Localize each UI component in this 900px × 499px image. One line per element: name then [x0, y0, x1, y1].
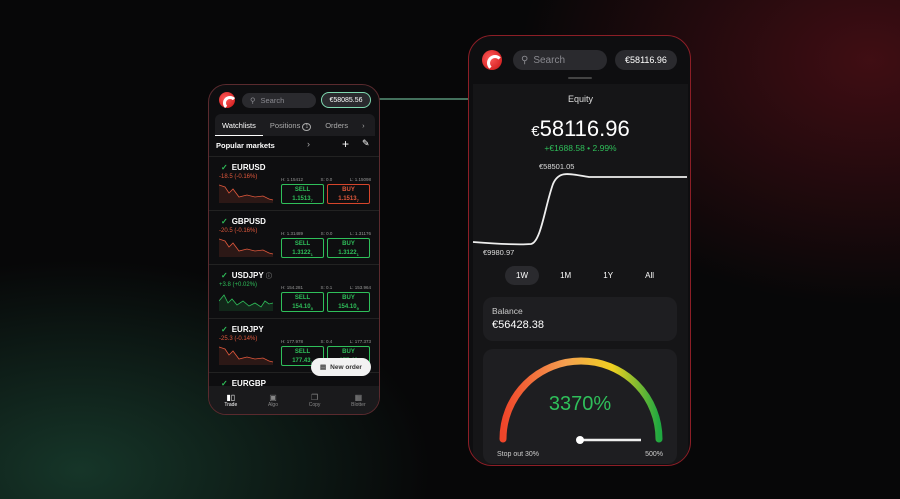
check-icon: ✓: [221, 163, 228, 172]
equity-change: +€1688.58 • 2.99%: [544, 143, 617, 153]
sell-button[interactable]: SELL 1.31221: [281, 238, 324, 258]
sell-button[interactable]: SELL 1.15137: [281, 184, 324, 204]
check-icon: ✓: [221, 217, 228, 226]
stop-out-label: Stop out 30%: [497, 451, 540, 458]
search-icon: ⚲: [521, 54, 529, 66]
sell-button[interactable]: SELL 154.108: [281, 292, 324, 312]
check-icon: ✓: [221, 325, 228, 334]
check-icon: ✓: [221, 271, 228, 280]
equity-value: €58116.96: [531, 116, 630, 141]
buy-button[interactable]: BUY 1.15137: [327, 184, 370, 204]
range-1y[interactable]: 1Y: [603, 271, 614, 280]
nav-copy[interactable]: ❐ Copy: [308, 392, 321, 408]
equity-pill[interactable]: €58085.56: [321, 92, 371, 108]
app-logo: [219, 92, 237, 110]
balance-card: Balance €56428.38: [483, 297, 677, 341]
plus-icon[interactable]: +: [342, 137, 350, 151]
chart-min-label: €9980.97: [483, 248, 515, 257]
tab-orders[interactable]: Orders: [325, 120, 349, 130]
chart-max-label: €58501.05: [539, 162, 575, 171]
search-icon: ⚲: [250, 96, 256, 105]
gauge-knob: [576, 436, 584, 444]
range-1w[interactable]: 1W: [505, 266, 539, 285]
pencil-icon[interactable]: ✎: [362, 138, 370, 148]
tab-positions[interactable]: Positions 1: [263, 121, 318, 131]
list-title[interactable]: Popular markets: [216, 141, 275, 150]
equity-pill[interactable]: €58116.96: [615, 50, 677, 70]
nav-algo[interactable]: ▣ Algo: [267, 392, 278, 408]
market-row[interactable]: ✓ EURGBP: [209, 372, 379, 414]
gauge-max-label: 500%: [645, 451, 663, 458]
equity-chart: [472, 173, 687, 246]
market-row[interactable]: ✓ GBPUSD -20.5 (-0.16%) H: 1.31489 S: 0.0 L:…: [209, 210, 379, 264]
equity-phone: ⚲ Search €58116.96 Equity €58116.96 +€168…: [468, 35, 691, 466]
search-input[interactable]: ⚲ Search: [242, 93, 316, 108]
check-icon: ✓: [221, 379, 228, 388]
balance-value: €56428.38: [492, 319, 544, 331]
nav-trade[interactable]: ▮▯ Trade: [224, 392, 238, 408]
chevron-right-icon[interactable]: ›: [307, 139, 310, 149]
margin-card: 3370% Stop out 30% 500%: [483, 349, 677, 464]
sparkline: [219, 346, 274, 365]
sparkline: [219, 238, 274, 257]
buy-button[interactable]: BUY 154.109: [327, 292, 370, 312]
market-row[interactable]: ✓ EURUSD -18.5 (-0.16%) H: 1.15412 S: 0.0 L:…: [209, 156, 379, 210]
market-row[interactable]: ✓ USDJPY ⓘ +3.8 (+0.02%) H: 154.281 S: 0.1 L…: [209, 264, 379, 318]
clipboard-icon: ▤: [320, 364, 327, 371]
app-logo: [482, 50, 503, 71]
bottom-nav: ▮▯ Trade ▣ Algo ❐ Copy ▦ Blotter: [209, 386, 379, 414]
buy-button[interactable]: BUY 1.31221: [327, 238, 370, 258]
positions-badge: 1: [302, 122, 312, 131]
tab-watchlists[interactable]: Watchlists: [215, 121, 263, 136]
range-1m[interactable]: 1M: [560, 271, 572, 280]
new-order-button[interactable]: ▤ New order: [311, 358, 371, 376]
watchlist-phone: ⚲ Search €58085.56 Watchlists Positions 1…: [208, 84, 380, 415]
copy-icon: ❐: [310, 392, 319, 402]
equity-title: Equity: [567, 94, 593, 104]
sparkline: [219, 184, 274, 203]
candlestick-icon: ▮▯: [226, 392, 236, 402]
chevron-right-icon[interactable]: ›: [362, 120, 365, 130]
blotter-icon: ▦: [354, 392, 363, 402]
tabs: Watchlists Positions 1 Orders ›: [215, 114, 375, 136]
nav-blotter[interactable]: ▦ Blotter: [351, 392, 366, 408]
range-selector: 1W 1M 1Y All: [505, 266, 665, 285]
info-icon[interactable]: ⓘ: [265, 274, 272, 280]
margin-gauge: [499, 357, 663, 444]
drag-handle[interactable]: [568, 77, 592, 79]
sparkline: [219, 294, 274, 311]
equity-line: [472, 173, 687, 246]
range-all[interactable]: All: [645, 271, 654, 280]
robot-icon: ▣: [269, 392, 277, 402]
search-input[interactable]: ⚲ Search: [513, 50, 607, 70]
margin-level: 3370%: [548, 393, 612, 415]
